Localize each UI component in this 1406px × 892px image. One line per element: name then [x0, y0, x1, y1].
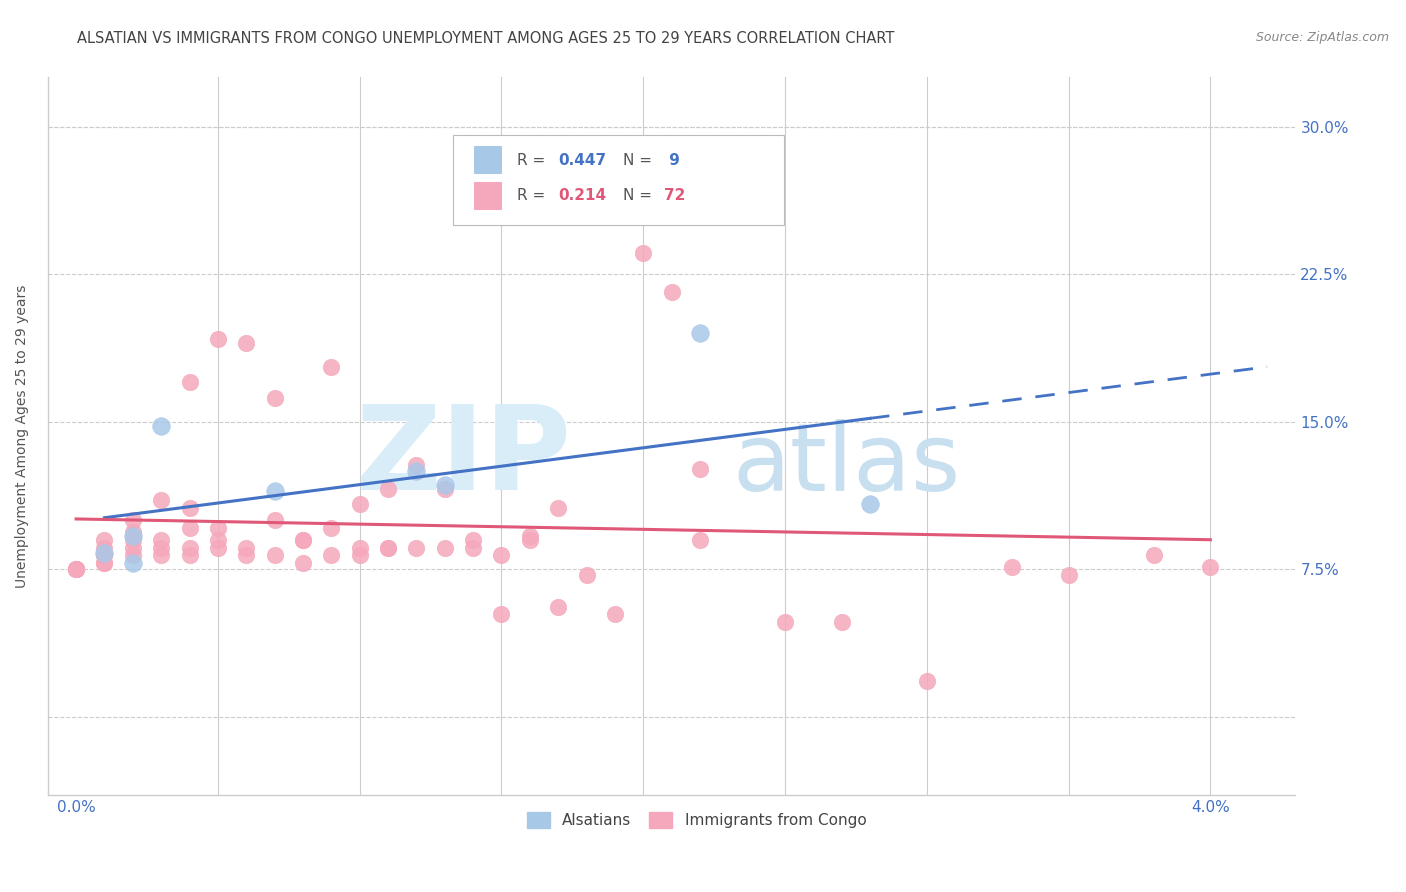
Text: atlas: atlas: [733, 419, 960, 511]
Text: R =: R =: [517, 153, 550, 168]
Point: [150, 418, 173, 433]
Point: [150, 541, 173, 555]
Point: [405, 458, 427, 472]
Point: [179, 541, 201, 555]
Point: [377, 482, 399, 496]
Point: [121, 524, 143, 539]
Text: ALSATIAN VS IMMIGRANTS FROM CONGO UNEMPLOYMENT AMONG AGES 25 TO 29 YEARS CORRELA: ALSATIAN VS IMMIGRANTS FROM CONGO UNEMPL…: [77, 31, 894, 46]
Point: [121, 513, 143, 527]
Point: [1057, 568, 1080, 582]
Point: [491, 549, 513, 563]
Text: 0.214: 0.214: [558, 188, 606, 203]
Point: [179, 376, 201, 390]
Text: N =: N =: [623, 153, 657, 168]
Point: [405, 464, 427, 478]
Point: [689, 462, 711, 476]
Point: [93, 546, 115, 560]
Point: [773, 615, 796, 630]
Point: [603, 607, 626, 622]
Point: [235, 541, 257, 555]
Point: [291, 533, 314, 547]
Point: [433, 477, 456, 491]
Point: [65, 562, 87, 576]
Point: [321, 359, 343, 374]
Point: [150, 533, 173, 547]
Point: [377, 541, 399, 555]
Point: [263, 513, 285, 527]
Point: [633, 245, 655, 260]
Point: [263, 549, 285, 563]
Point: [121, 549, 143, 563]
FancyBboxPatch shape: [453, 135, 785, 225]
Point: [93, 556, 115, 570]
Point: [1199, 560, 1222, 574]
Point: [207, 521, 229, 535]
Text: Source: ZipAtlas.com: Source: ZipAtlas.com: [1256, 31, 1389, 45]
Point: [433, 541, 456, 555]
Text: R =: R =: [517, 188, 550, 203]
Point: [65, 562, 87, 576]
Point: [93, 556, 115, 570]
Point: [433, 482, 456, 496]
Text: ZIP: ZIP: [356, 401, 572, 516]
Point: [235, 549, 257, 563]
Text: 9: 9: [664, 153, 681, 168]
Point: [547, 599, 569, 614]
Point: [93, 533, 115, 547]
Text: 72: 72: [664, 188, 686, 203]
Point: [461, 533, 484, 547]
Point: [179, 501, 201, 516]
Point: [349, 497, 371, 511]
Point: [915, 674, 938, 689]
Bar: [474, 146, 502, 174]
Point: [65, 562, 87, 576]
Point: [179, 549, 201, 563]
Point: [547, 501, 569, 516]
Point: [93, 549, 115, 563]
Point: [349, 549, 371, 563]
Point: [65, 562, 87, 576]
Point: [831, 615, 853, 630]
Point: [207, 541, 229, 555]
Point: [519, 529, 541, 543]
Point: [263, 391, 285, 405]
Point: [235, 336, 257, 351]
Point: [1143, 549, 1166, 563]
Legend: Alsatians, Immigrants from Congo: Alsatians, Immigrants from Congo: [520, 805, 873, 834]
Point: [121, 529, 143, 543]
Text: N =: N =: [623, 188, 657, 203]
Point: [121, 533, 143, 547]
Point: [321, 521, 343, 535]
Point: [207, 332, 229, 346]
Bar: [474, 182, 502, 210]
Point: [859, 497, 882, 511]
Text: 0.447: 0.447: [558, 153, 606, 168]
Point: [405, 541, 427, 555]
Point: [179, 521, 201, 535]
Point: [1001, 560, 1024, 574]
Point: [121, 556, 143, 570]
Point: [491, 607, 513, 622]
Point: [377, 541, 399, 555]
Point: [291, 533, 314, 547]
Point: [321, 549, 343, 563]
Point: [93, 541, 115, 555]
Point: [93, 549, 115, 563]
Y-axis label: Unemployment Among Ages 25 to 29 years: Unemployment Among Ages 25 to 29 years: [15, 285, 30, 588]
Point: [121, 541, 143, 555]
Point: [519, 533, 541, 547]
Point: [349, 541, 371, 555]
Point: [291, 556, 314, 570]
Point: [461, 541, 484, 555]
Point: [575, 568, 598, 582]
Point: [661, 285, 683, 299]
Point: [689, 326, 711, 340]
Point: [150, 493, 173, 508]
Point: [519, 206, 541, 220]
Point: [207, 533, 229, 547]
Point: [689, 533, 711, 547]
Point: [150, 549, 173, 563]
Point: [263, 483, 285, 498]
